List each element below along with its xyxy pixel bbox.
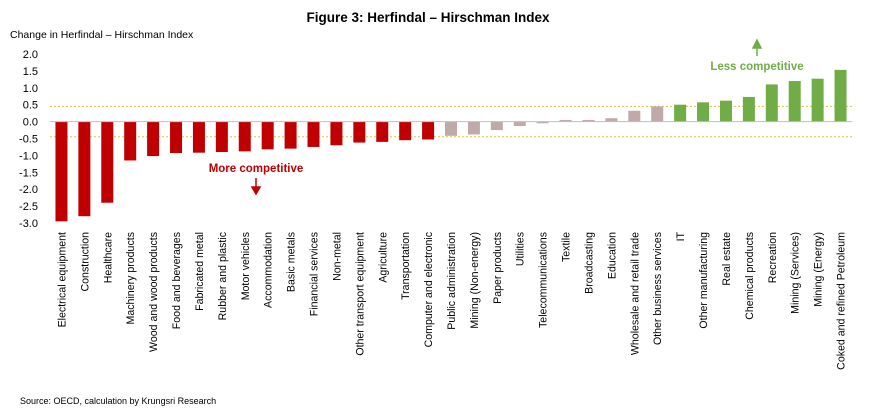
bar — [834, 69, 847, 122]
annotations: More competitive Less competitive — [209, 38, 804, 196]
category-label: Computer and electronic — [423, 231, 435, 347]
bar — [719, 100, 732, 122]
bar — [261, 121, 274, 150]
y-tick-labels: 2.0 1.5 1.0 0.5 0.0 -0.5 -1.0 -1.5 -2.0 -2.5 -3.0 — [19, 49, 38, 230]
bar — [307, 121, 320, 147]
x-category-labels: Electrical equipment Construction Healthca… — [56, 231, 847, 370]
y-tick-label: 1.0 — [23, 83, 38, 95]
arrow-down-icon — [250, 178, 262, 196]
category-label: Utilities — [515, 232, 527, 266]
y-tick-label: -2.0 — [19, 184, 38, 196]
bar — [513, 121, 526, 126]
reference-lines — [50, 105, 852, 138]
y-tick-label: -1.0 — [19, 150, 38, 162]
y-tick-label: -2.5 — [19, 201, 38, 213]
category-label: Agriculture — [377, 232, 389, 283]
source-note: Source: OECD, calculation by Krungsri Re… — [20, 396, 216, 406]
bar — [445, 121, 457, 136]
bar — [101, 121, 114, 203]
category-label: Education — [606, 232, 618, 279]
y-tick-label: -3.0 — [19, 218, 38, 230]
bars — [55, 69, 847, 222]
bar — [536, 121, 549, 124]
category-label: Wood and wood products — [148, 232, 160, 352]
bar — [399, 121, 412, 141]
bar — [192, 121, 205, 153]
annotation-more-competitive: More competitive — [209, 163, 304, 175]
y-tick-label: -0.5 — [19, 134, 38, 146]
category-label: Food and beverages — [171, 232, 183, 329]
category-label: Wholesale and retail trade — [629, 232, 641, 355]
bar — [353, 121, 366, 143]
category-label: Basic metals — [286, 232, 298, 292]
bar — [490, 121, 503, 131]
category-label: Other transport equipment — [354, 232, 366, 356]
category-label: Other manufacturing — [698, 232, 710, 329]
bar — [238, 121, 251, 152]
bar — [651, 106, 664, 122]
category-label: Electrical equipment — [56, 232, 68, 327]
category-label: Recreation — [767, 232, 779, 283]
bar — [78, 121, 91, 217]
category-label: Other business services — [652, 232, 664, 345]
category-label: Financial services — [309, 232, 321, 316]
category-label: Rubber and plastic — [217, 231, 229, 320]
annotation-less-competitive: Less competitive — [710, 61, 803, 73]
bar — [215, 121, 228, 153]
y-tick-label: 2.0 — [23, 49, 38, 61]
category-label: Public administration — [446, 232, 458, 330]
bar — [376, 121, 389, 142]
arrow-up-icon — [751, 38, 763, 56]
y-tick-label: 1.5 — [23, 66, 38, 78]
category-label: Construction — [79, 232, 91, 292]
bar — [559, 119, 572, 122]
category-label: Fabricated metal — [194, 232, 206, 311]
category-label: Accommodation — [263, 232, 275, 308]
category-label: Machinery products — [125, 232, 137, 324]
bar — [170, 121, 183, 154]
category-label: Paper products — [492, 232, 504, 304]
category-label: Real estate — [721, 232, 733, 286]
category-label: Mining (Services) — [790, 232, 802, 314]
bar — [674, 104, 687, 122]
bar — [788, 81, 801, 122]
bar — [628, 110, 641, 122]
category-label: Telecommunications — [538, 232, 550, 328]
bar — [765, 84, 778, 122]
y-tick-label: 0.5 — [23, 100, 38, 112]
bar — [330, 121, 343, 146]
category-label: Transportation — [400, 232, 412, 300]
bar — [582, 119, 595, 122]
bar — [742, 96, 755, 122]
bar — [422, 121, 435, 140]
category-label: Non-metal — [331, 232, 343, 281]
y-tick-label: -1.5 — [19, 167, 38, 179]
category-label: Coked and refined Petroleum — [836, 232, 848, 370]
bar — [124, 121, 137, 161]
category-label: Motor vehicles — [240, 232, 252, 300]
y-tick-label: 0.0 — [23, 117, 38, 129]
bar — [55, 121, 68, 222]
bar — [697, 102, 710, 122]
category-label: Textile — [561, 232, 573, 262]
category-label: Broadcasting — [583, 232, 595, 294]
y-axis-label: Change in Herfindal – Hirschman Index — [10, 29, 194, 41]
category-label: IT — [675, 231, 687, 241]
bar — [284, 121, 297, 149]
bar — [605, 118, 618, 122]
category-label: Mining (Non-energy) — [469, 232, 481, 329]
bar — [467, 121, 480, 135]
category-label: Chemical products — [744, 232, 756, 320]
category-label: Mining (Energy) — [813, 232, 825, 307]
bar — [147, 121, 160, 157]
chart-title: Figure 3: Herfindal – Hirschman Index — [306, 10, 550, 25]
category-label: Healthcare — [102, 232, 114, 283]
bar — [811, 78, 824, 122]
